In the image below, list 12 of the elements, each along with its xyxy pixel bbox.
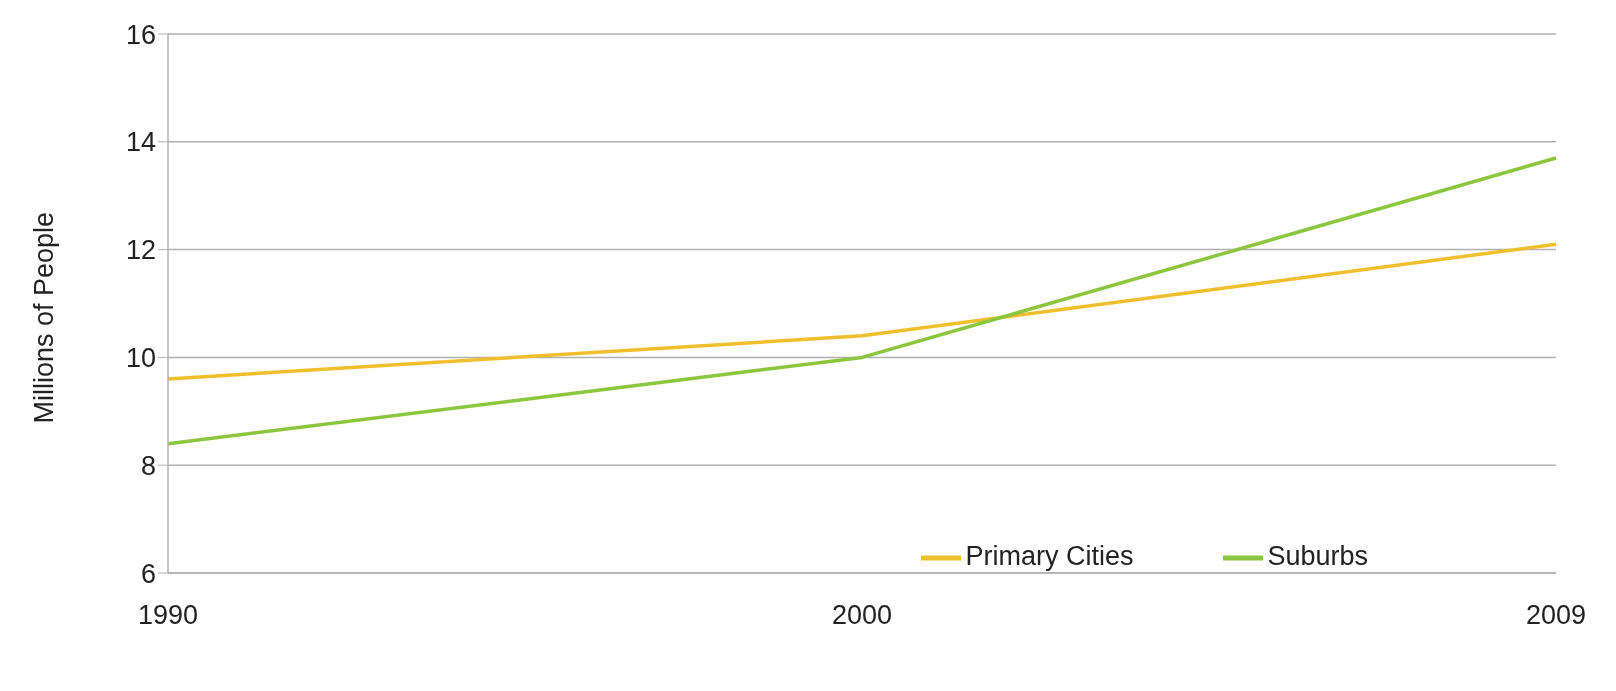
y-tick-label: 10 bbox=[125, 342, 156, 373]
x-tick-label: 2009 bbox=[1525, 600, 1587, 631]
y-tick-label: 14 bbox=[125, 127, 156, 158]
x-tick-label: 2000 bbox=[831, 600, 893, 631]
y-tick-label: 6 bbox=[140, 558, 156, 589]
y-tick-label: 12 bbox=[125, 235, 156, 266]
legend-label: Primary Cities bbox=[965, 541, 1134, 572]
y-axis-title: Millions of People bbox=[28, 211, 59, 424]
y-tick-label: 8 bbox=[140, 450, 156, 481]
legend-label: Suburbs bbox=[1267, 541, 1368, 572]
y-tick-label: 16 bbox=[125, 19, 156, 50]
x-tick-label: 1990 bbox=[137, 600, 199, 631]
